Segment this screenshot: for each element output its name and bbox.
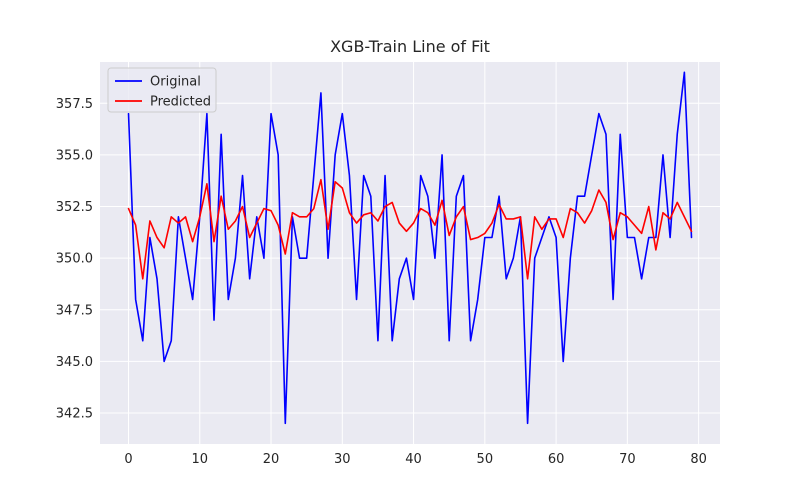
legend-label-predicted: Predicted <box>150 95 211 110</box>
x-tick-label: 20 <box>263 452 280 467</box>
x-axis-ticks: 0 10 20 30 40 50 60 70 80 <box>124 452 707 467</box>
y-tick-label: 350.0 <box>56 252 93 267</box>
x-tick-label: 60 <box>548 452 565 467</box>
x-tick-label: 0 <box>124 452 132 467</box>
y-tick-label: 357.5 <box>56 97 93 112</box>
x-tick-label: 10 <box>191 452 208 467</box>
series-line-original <box>127 71 693 425</box>
chart-title: XGB-Train Line of Fit <box>330 37 490 56</box>
legend: Original Predicted <box>107 67 217 113</box>
x-tick-label: 80 <box>690 452 707 467</box>
plot-area <box>100 62 720 444</box>
series-line-predicted <box>127 178 693 280</box>
y-tick-label: 352.5 <box>56 200 93 215</box>
y-tick-label: 345.0 <box>56 355 93 370</box>
x-tick-label: 40 <box>405 452 422 467</box>
y-tick-label: 355.0 <box>56 148 93 163</box>
y-tick-label: 347.5 <box>56 303 93 318</box>
y-tick-label: 342.5 <box>56 407 93 422</box>
x-tick-label: 50 <box>477 452 494 467</box>
y-axis-ticks: 342.5 345.0 347.5 350.0 352.5 355.0 357.5 <box>56 97 93 422</box>
series-lines <box>127 71 693 425</box>
legend-label-original: Original <box>150 75 201 90</box>
x-tick-label: 70 <box>619 452 636 467</box>
x-tick-label: 30 <box>334 452 351 467</box>
